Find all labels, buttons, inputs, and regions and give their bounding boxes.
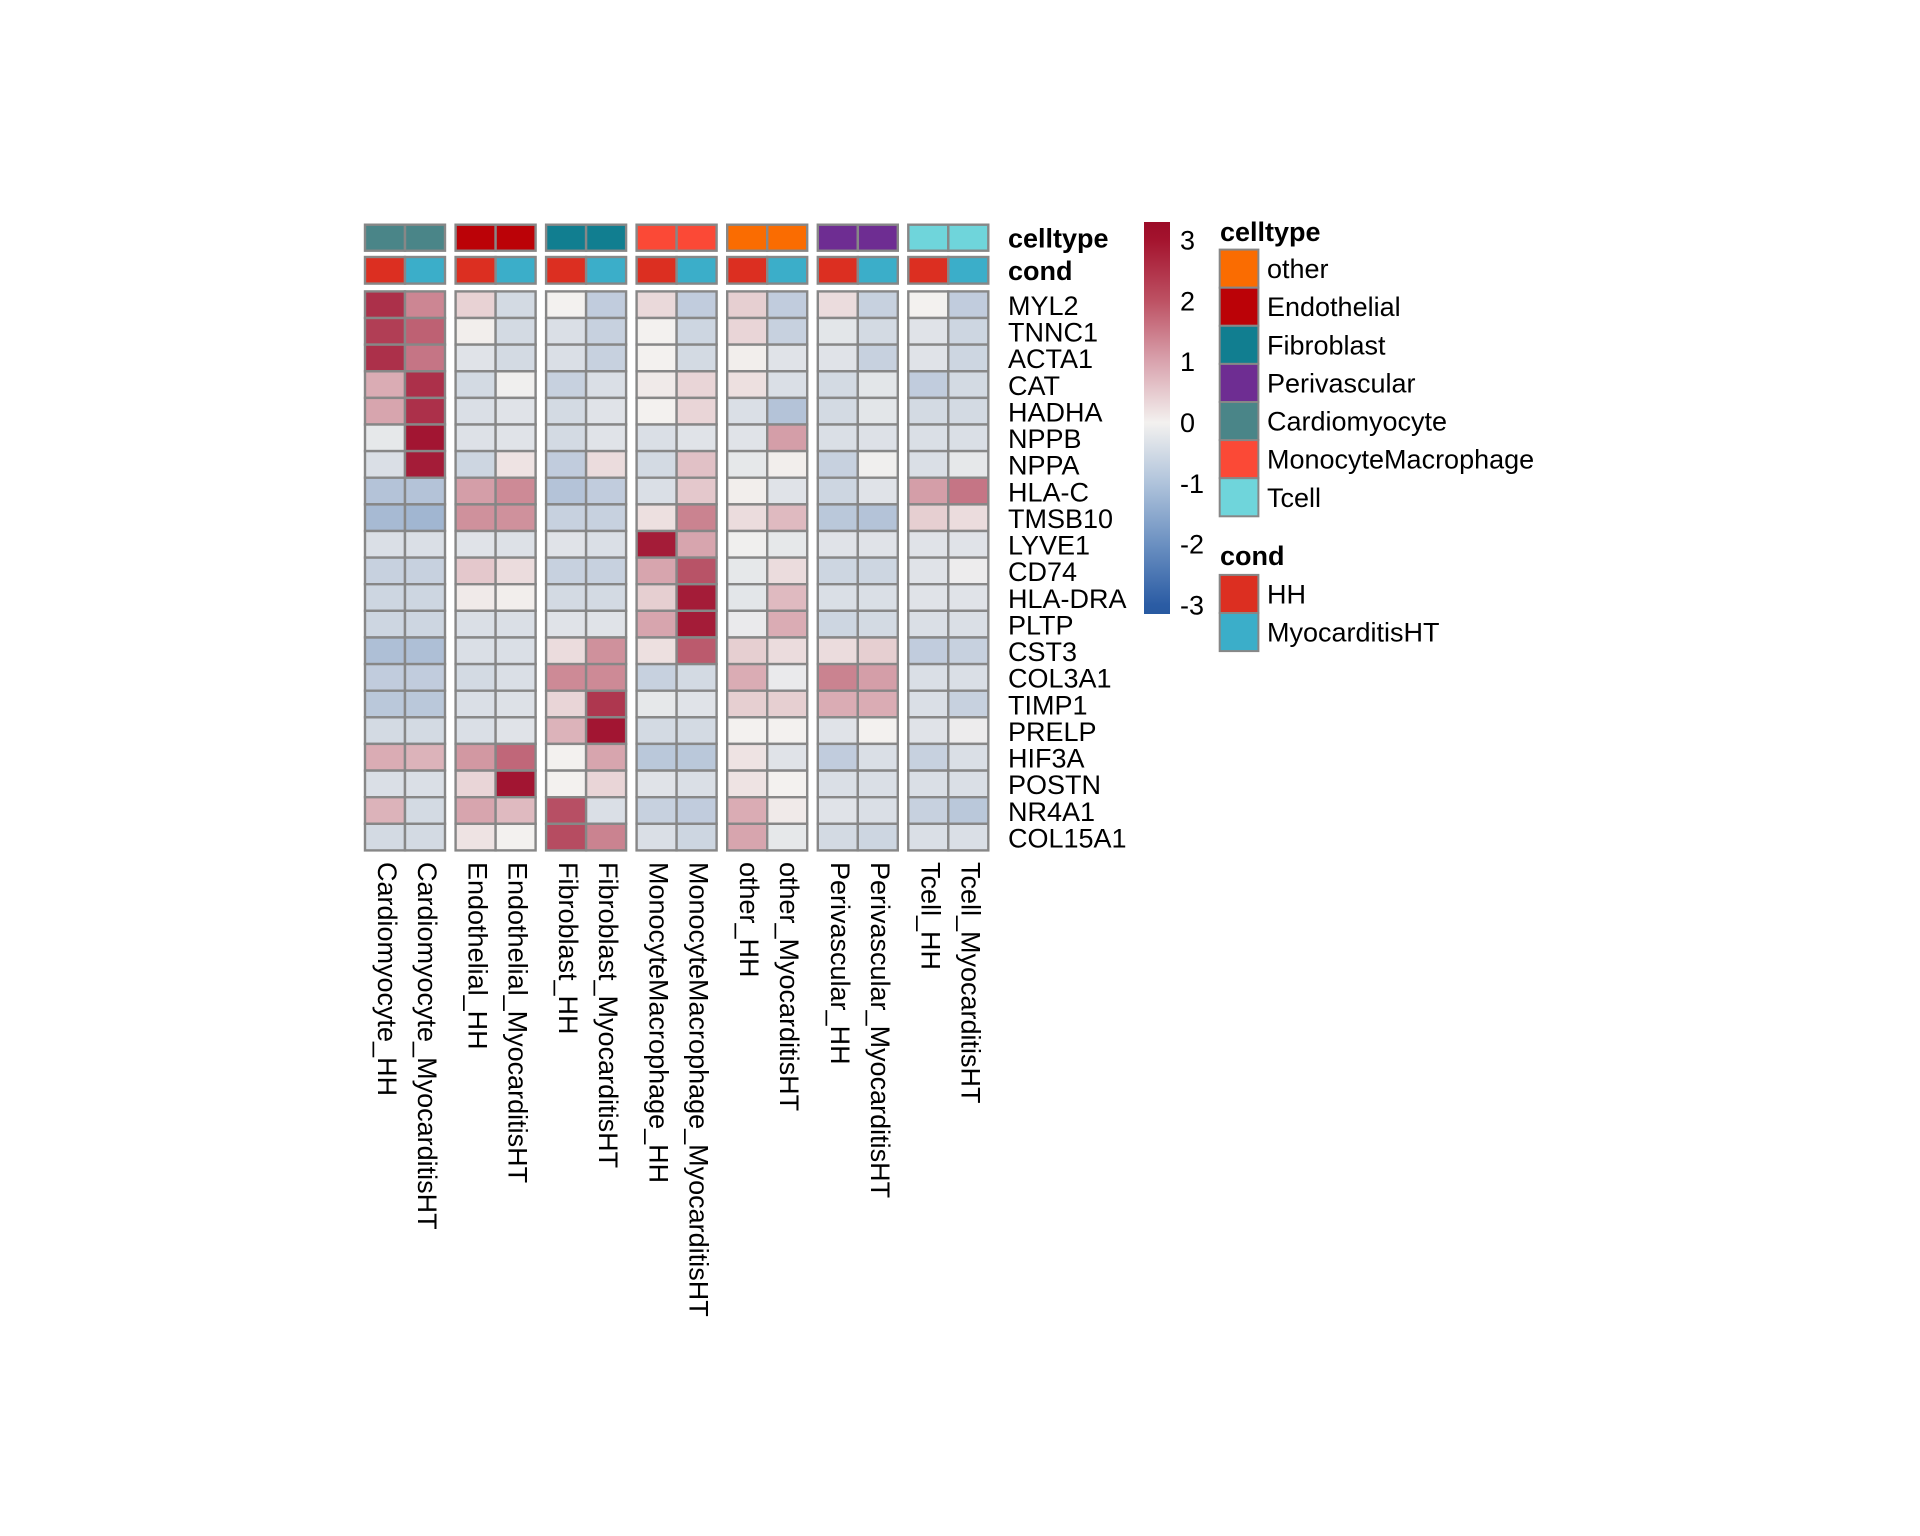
svg-text:other_HH: other_HH — [734, 862, 764, 978]
svg-text:MonocyteMacrophage_HH: MonocyteMacrophage_HH — [644, 862, 674, 1183]
svg-text:NR4A1: NR4A1 — [1008, 797, 1095, 827]
svg-text:celltype: celltype — [1220, 217, 1321, 247]
svg-text:PLTP: PLTP — [1008, 610, 1074, 640]
svg-text:Endothelial_MyocarditisHT: Endothelial_MyocarditisHT — [503, 862, 533, 1183]
svg-text:celltype: celltype — [1008, 224, 1109, 254]
svg-text:3: 3 — [1180, 226, 1195, 256]
svg-text:other: other — [1267, 254, 1329, 284]
svg-text:Perivascular: Perivascular — [1267, 369, 1416, 399]
svg-text:CD74: CD74 — [1008, 557, 1077, 587]
svg-text:-1: -1 — [1180, 469, 1204, 499]
svg-text:COL3A1: COL3A1 — [1008, 664, 1112, 694]
svg-text:PRELP: PRELP — [1008, 717, 1097, 747]
svg-text:MyocarditisHT: MyocarditisHT — [1267, 618, 1440, 648]
svg-text:Fibroblast_HH: Fibroblast_HH — [553, 862, 583, 1035]
svg-text:Endothelial_HH: Endothelial_HH — [463, 862, 493, 1050]
svg-text:MonocyteMacrophage: MonocyteMacrophage — [1267, 445, 1534, 475]
svg-text:other_MyocarditisHT: other_MyocarditisHT — [774, 862, 804, 1111]
svg-text:HLA-C: HLA-C — [1008, 477, 1089, 507]
svg-text:cond: cond — [1008, 256, 1073, 286]
svg-text:HH: HH — [1267, 579, 1306, 609]
svg-text:HADHA: HADHA — [1008, 398, 1103, 428]
svg-text:Cardiomyocyte_MyocarditisHT: Cardiomyocyte_MyocarditisHT — [412, 862, 442, 1230]
svg-text:Fibroblast_MyocarditisHT: Fibroblast_MyocarditisHT — [593, 862, 623, 1168]
svg-text:ACTA1: ACTA1 — [1008, 344, 1093, 374]
svg-text:TNNC1: TNNC1 — [1008, 318, 1098, 348]
svg-text:TIMP1: TIMP1 — [1008, 690, 1088, 720]
svg-text:Cardiomyocyte: Cardiomyocyte — [1267, 407, 1447, 437]
svg-text:MYL2: MYL2 — [1008, 291, 1079, 321]
svg-text:POSTN: POSTN — [1008, 770, 1101, 800]
svg-text:-3: -3 — [1180, 591, 1204, 621]
svg-text:Cardiomyocyte_HH: Cardiomyocyte_HH — [372, 862, 402, 1096]
svg-text:Fibroblast: Fibroblast — [1267, 330, 1386, 360]
svg-text:Tcell_HH: Tcell_HH — [915, 862, 945, 970]
svg-text:HLA-DRA: HLA-DRA — [1008, 584, 1127, 614]
svg-text:MonocyteMacrophage_Myocarditis: MonocyteMacrophage_MyocarditisHT — [684, 862, 714, 1317]
svg-text:HIF3A: HIF3A — [1008, 744, 1085, 774]
svg-text:COL15A1: COL15A1 — [1008, 823, 1127, 853]
svg-text:0: 0 — [1180, 408, 1195, 438]
svg-text:Tcell: Tcell — [1267, 483, 1321, 513]
svg-text:NPPA: NPPA — [1008, 451, 1080, 481]
svg-text:Tcell_MyocarditisHT: Tcell_MyocarditisHT — [955, 862, 985, 1104]
svg-text:Perivascular_HH: Perivascular_HH — [825, 862, 855, 1065]
svg-text:cond: cond — [1220, 541, 1285, 571]
svg-text:CAT: CAT — [1008, 371, 1060, 401]
svg-text:2: 2 — [1180, 286, 1195, 316]
svg-text:CST3: CST3 — [1008, 637, 1077, 667]
svg-text:Perivascular_MyocarditisHT: Perivascular_MyocarditisHT — [865, 862, 895, 1198]
svg-text:TMSB10: TMSB10 — [1008, 504, 1113, 534]
svg-text:NPPB: NPPB — [1008, 424, 1082, 454]
svg-text:1: 1 — [1180, 347, 1195, 377]
svg-text:LYVE1: LYVE1 — [1008, 531, 1090, 561]
svg-text:-2: -2 — [1180, 530, 1204, 560]
svg-text:Endothelial: Endothelial — [1267, 292, 1401, 322]
